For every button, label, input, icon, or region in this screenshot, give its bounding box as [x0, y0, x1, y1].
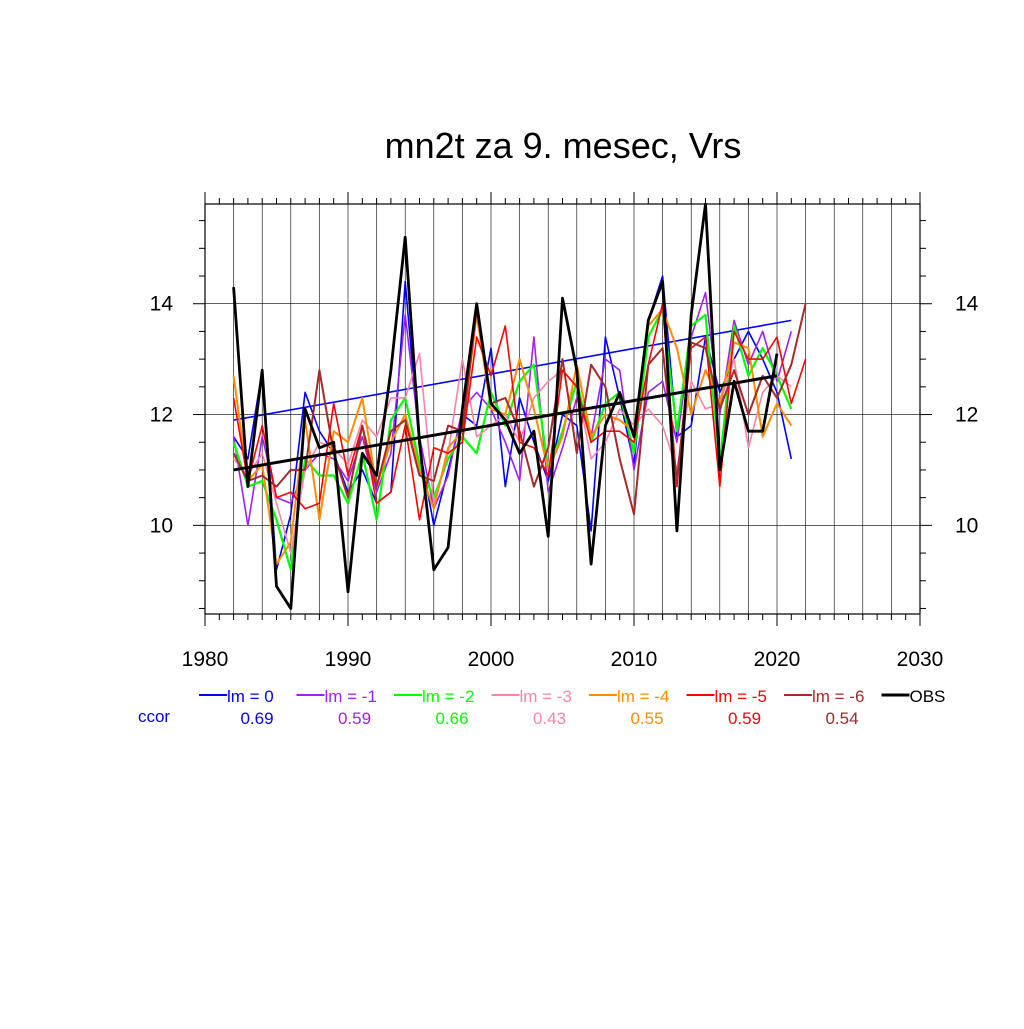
x-tick-label: 2020 [754, 648, 801, 671]
x-tick-label: 2030 [897, 648, 944, 671]
y-tick-label-left: 12 [150, 404, 173, 427]
y-tick-label-right: 14 [955, 293, 979, 316]
y-tick-label-left: 14 [150, 293, 174, 316]
axis-layer: 1980 1990 2000 2010 2020 2030 10 10 12 12 14 14 [150, 192, 979, 671]
legend-label: lm = -3 [520, 687, 572, 706]
trend-line [233, 374, 778, 472]
legend-label: lm = 0 [227, 687, 274, 706]
y-tick-label-left: 10 [150, 514, 173, 537]
legend-label: lm = -4 [617, 687, 669, 706]
legend-ccor-value: 0.55 [630, 709, 663, 728]
y-tick-label-right: 10 [955, 514, 978, 537]
x-tick-label: 2010 [611, 648, 658, 671]
legend-ccor-value: 0.54 [825, 709, 858, 728]
ccor-label: ccor [138, 707, 170, 726]
x-tick-label: 1990 [325, 648, 372, 671]
plot-frame [204, 203, 921, 615]
x-tick-label: 1980 [182, 648, 229, 671]
y-tick-label-right: 12 [955, 404, 978, 427]
legend-label: OBS [910, 687, 946, 706]
series-line [232, 202, 779, 610]
series-layer [232, 202, 807, 610]
legend-label: lm = -2 [422, 687, 474, 706]
legend-ccor-value: 0.69 [240, 709, 273, 728]
legend-ccor-value: 0.59 [338, 709, 371, 728]
series-line [232, 275, 793, 571]
chart-title: mn2t za 9. mesec, Vrs [385, 125, 742, 166]
legend-ccor-value: 0.66 [435, 709, 468, 728]
grid-layer [205, 204, 920, 614]
series-line [232, 303, 807, 516]
legend-ccor-value: 0.59 [728, 709, 761, 728]
trend-line [233, 319, 792, 421]
legend-label: lm = -6 [812, 687, 864, 706]
legend-label: lm = -5 [715, 687, 767, 706]
legend: ccor lm = 0 0.69 lm = -1 0.59 lm = -2 0.66 lm … [138, 687, 945, 728]
x-tick-label: 2000 [468, 648, 515, 671]
legend-label: lm = -1 [325, 687, 377, 706]
legend-ccor-value: 0.43 [533, 709, 566, 728]
